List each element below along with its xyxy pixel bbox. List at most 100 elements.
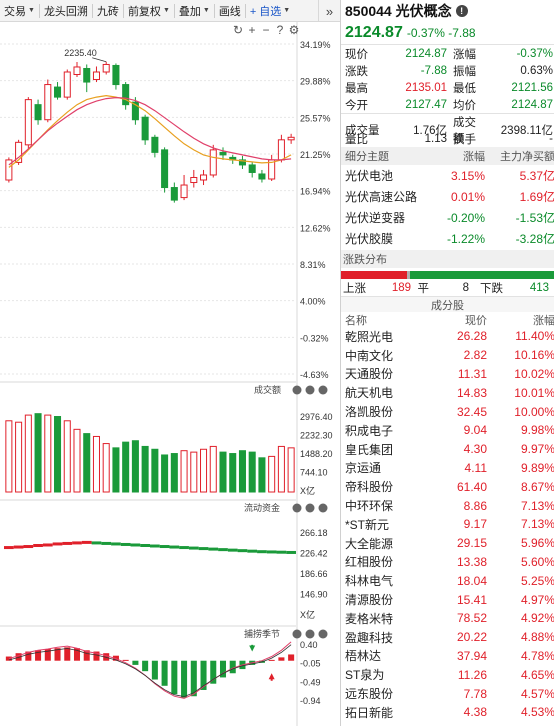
col-price[interactable]: 现价 — [465, 315, 487, 327]
component-pct: 4.97% — [520, 592, 554, 607]
season-bar — [103, 653, 110, 661]
component-row[interactable]: *ST新元 9.17 7.13% — [341, 515, 554, 534]
component-row[interactable]: 京运通 4.11 9.89% — [341, 459, 554, 478]
volume-bar — [141, 445, 149, 493]
chevron-down-icon: ▼ — [202, 7, 210, 14]
adjust-menu[interactable]: 前复权 ▼ — [127, 5, 170, 18]
season-bar — [64, 647, 71, 661]
col-pct[interactable]: 涨幅 — [533, 315, 554, 327]
kline-chart-area[interactable]: 2235.40 34.19% 29.88% 25.57% 21.25% 16.94% 12… — [0, 22, 340, 726]
component-price: 11.31 — [457, 366, 487, 381]
topic-row[interactable]: 光伏电池 3.15% 5.37亿 — [341, 165, 554, 186]
component-row[interactable]: 麦格米特 78.52 4.92% — [341, 609, 554, 628]
components-header: 成分股 — [341, 296, 554, 312]
component-row[interactable]: 积成电子 9.04 9.98% — [341, 421, 554, 440]
component-name: 大全能源 — [345, 536, 394, 551]
component-row[interactable]: 远东股份 7.78 4.57% — [341, 684, 554, 703]
gear-icon[interactable] — [292, 629, 302, 639]
component-row[interactable]: 皇氏集团 4.30 9.97% — [341, 440, 554, 459]
component-row[interactable]: 乾照光电 26.28 11.40% — [341, 327, 554, 346]
component-row[interactable]: 中环环保 8.86 7.13% — [341, 496, 554, 515]
volume-axis-label: 2232.30 — [300, 431, 333, 441]
divider — [341, 44, 554, 45]
stat-value: 0.63% — [520, 64, 553, 77]
component-row[interactable]: 红相股份 13.38 5.60% — [341, 553, 554, 572]
volume-bar — [63, 420, 71, 493]
volume-bar — [268, 455, 276, 493]
topics-col-pct: 涨幅 — [463, 151, 485, 163]
component-row[interactable]: 盈趣科技 20.22 4.88% — [341, 628, 554, 647]
topic-row[interactable]: 光伏胶膜 -1.22% -3.28亿 — [341, 228, 554, 249]
chart-tool-icon[interactable]: ↻ — [233, 23, 243, 37]
component-row[interactable]: 科林电气 18.04 5.25% — [341, 571, 554, 590]
help-icon[interactable] — [305, 629, 315, 639]
price-axis-label: 4.00% — [300, 297, 326, 307]
topic-row[interactable]: 光伏高速公路 0.01% 1.69亿 — [341, 186, 554, 207]
gear-icon[interactable] — [292, 503, 302, 513]
component-name: 清源股份 — [345, 593, 394, 608]
close-icon[interactable] — [318, 385, 328, 395]
price-change: -0.37% -7.88 — [406, 26, 476, 40]
chart-tool-icon[interactable]: ? — [277, 23, 284, 37]
season-bar — [200, 660, 207, 690]
component-row[interactable]: 洛凯股份 32.45 10.00% — [341, 402, 554, 421]
season-bar — [151, 660, 158, 680]
component-row[interactable]: 清源股份 15.41 4.97% — [341, 590, 554, 609]
component-name: 京运通 — [345, 461, 382, 476]
nine-brick-button[interactable]: 九砖 — [96, 5, 119, 18]
component-name: 梧林达 — [345, 649, 382, 664]
close-icon[interactable] — [318, 503, 328, 513]
component-row[interactable]: 天通股份 11.31 10.02% — [341, 365, 554, 384]
price-axis-label: -4.63% — [300, 370, 329, 380]
trade-menu[interactable]: 交易 ▼ — [4, 5, 35, 18]
component-row[interactable]: 梧林达 37.94 4.78% — [341, 647, 554, 666]
volume-axis-label: 2976.40 — [300, 412, 333, 422]
gear-icon[interactable] — [292, 385, 302, 395]
season-bar — [288, 654, 295, 661]
season-bar — [268, 659, 275, 661]
component-row[interactable]: 帝科股份 61.40 8.67% — [341, 477, 554, 496]
component-pct: 4.65% — [520, 667, 554, 682]
season-bar — [25, 651, 32, 661]
component-row[interactable]: 拓日新能 4.38 4.53% — [341, 703, 554, 722]
component-row[interactable]: 中南文化 2.82 10.16% — [341, 346, 554, 365]
draw-line-button[interactable]: 画线 — [218, 5, 241, 18]
help-icon[interactable] — [305, 503, 315, 513]
season-title: 捕捞季节 — [244, 628, 280, 639]
component-pct: 4.57% — [520, 686, 554, 701]
stat-label: 现价 — [345, 48, 368, 61]
price-axis-label: 8.31% — [300, 260, 326, 270]
component-row[interactable]: 大全能源 29.15 5.96% — [341, 534, 554, 553]
component-row[interactable]: 航天机电 14.83 10.01% — [341, 383, 554, 402]
overlay-menu[interactable]: 叠加 ▼ — [178, 5, 210, 18]
chevron-down-icon: ▼ — [283, 7, 291, 14]
chart-tool-icon[interactable]: − — [262, 23, 269, 37]
chevron-down-icon: ▼ — [162, 7, 170, 14]
component-pct: 4.88% — [520, 630, 554, 645]
leader-backtrack-button[interactable]: 龙头回溯 — [43, 5, 88, 18]
dist-flat-bar — [406, 271, 410, 279]
topic-row[interactable]: 光伏逆变器 -0.20% -1.53亿 — [341, 207, 554, 228]
season-bar — [132, 660, 139, 665]
component-row[interactable]: ST泉为 11.26 4.65% — [341, 665, 554, 684]
help-icon[interactable] — [305, 385, 315, 395]
season-bar — [278, 657, 285, 661]
kline-chart[interactable]: 2235.40 34.19% 29.88% 25.57% 21.25% 16.94% 12… — [0, 22, 340, 726]
topic-flow: -1.53亿 — [515, 211, 554, 225]
season-bar — [83, 650, 90, 661]
chart-tool-icon[interactable]: ⚙ — [289, 23, 300, 37]
add-watchlist-button[interactable]: + 自选 ▼ — [249, 5, 291, 18]
more-icon[interactable]: » — [318, 0, 340, 22]
season-axis-label: -0.05 — [300, 659, 321, 669]
flow-axis-label: 146.90 — [300, 590, 328, 600]
info-icon[interactable]: ! — [455, 5, 468, 17]
col-name[interactable]: 名称 — [345, 315, 367, 327]
component-price: 78.52 — [456, 611, 487, 626]
stat-value: 2127.47 — [405, 98, 447, 111]
component-name: 远东股份 — [345, 687, 394, 702]
candle-body — [92, 71, 100, 81]
close-icon[interactable] — [318, 629, 328, 639]
component-name: 拓日新能 — [345, 705, 394, 720]
flat-count: 8 — [462, 281, 469, 294]
chart-tool-icon[interactable]: + — [248, 23, 255, 37]
